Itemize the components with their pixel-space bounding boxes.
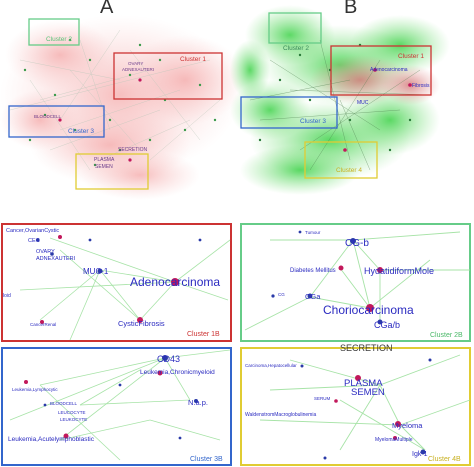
cluster-3b-node-leukemia-lymphocytic: Leukemia,Lymphocytic xyxy=(12,387,58,392)
cluster-2b-node-cg: CG xyxy=(278,292,285,297)
node-choriocarcinoma xyxy=(366,304,374,312)
cluster-3b-node-leukemia-chronicmyeloid: Leukemia,Chronicmyeloid xyxy=(140,369,215,376)
overview-a-cluster2-box xyxy=(28,18,80,46)
node-nap xyxy=(194,399,198,403)
cluster-1b-node-adenocarcinoma: Adenocarcinoma xyxy=(130,275,220,289)
overview-a-cluster1-box xyxy=(113,52,223,100)
cluster-4b-node-waldenstrom: WaldenstromMacroglobulinemia xyxy=(245,412,316,418)
cluster-4b-node-serum: SERUM xyxy=(314,396,331,401)
cluster-1b-node-muc1: MUC-1 xyxy=(83,267,109,276)
overview-b-term-fibrosis: Fibrosis xyxy=(412,83,430,89)
cluster-3b-node-leukemia-acutelymphoblastic: Leukemia,Acutelymphoblastic xyxy=(8,436,95,443)
cluster-2b-node-cgb: CG-b xyxy=(345,238,369,249)
cluster-2b-panel: Tumour CG-b Diabetes Mellitus Hydatidifo… xyxy=(240,223,471,342)
node-adenocarcinoma xyxy=(171,278,179,286)
cluster-2b-node-cga: CGa xyxy=(305,292,321,301)
overview-b-cluster3-box xyxy=(240,96,338,129)
node-cgab xyxy=(377,319,383,325)
overview-a: OVARY ADNEXAUTERI BLOODCELL SECRETION PL… xyxy=(0,15,245,200)
node-muc1 xyxy=(97,268,103,274)
overview-b-cluster3-label: Cluster 3 xyxy=(300,118,326,125)
node-plasma xyxy=(355,375,361,381)
panel-label-a: A xyxy=(100,0,114,18)
overview-a-term-semen: SEMEN xyxy=(95,164,113,170)
cluster-3b-node-leukocyte: LEUKOCYTE xyxy=(60,417,87,422)
node-cancerrenal xyxy=(40,320,44,324)
cluster-3b-label: Cluster 3B xyxy=(190,456,223,463)
cluster-2b-label: Cluster 2B xyxy=(430,332,463,339)
cluster-1b-panel: Cancer,OvarianCystic CEG OVARY ADNEXAUTE… xyxy=(1,223,232,342)
cluster-2b-node-diabetes-mellitus: Diabetes Mellitus xyxy=(290,268,336,274)
cluster-4b-label: Cluster 4B xyxy=(428,456,461,463)
cluster-1b-node-adnexauteri: ADNEXAUTERI xyxy=(36,256,76,262)
cluster-4b-node-carcinoma-hepatocellular: Carcinoma,Hepatocellular xyxy=(245,363,297,368)
cluster-3b-node-bloodcell: BLOODCELL xyxy=(50,401,78,406)
overview-b-cluster2-box xyxy=(268,12,322,44)
cluster-2b-node-tumour: Tumour xyxy=(305,230,321,235)
node-cancer-ovariancystic xyxy=(58,235,62,239)
overview-b-cluster2-label: Cluster 2 xyxy=(283,45,309,52)
overview-b-term-adenocarcinoma: Adenocarcinoma xyxy=(370,67,408,73)
cluster-3b-node-nap: N.a.p. xyxy=(188,398,208,407)
cluster-4b-node-semen: SEMEN xyxy=(351,387,385,398)
node-cd43 xyxy=(162,355,168,361)
overview-a-cluster2-label: Cluster 2 xyxy=(46,36,72,43)
overview-a-term-secretion: SECRETION xyxy=(118,147,148,153)
cluster-1b-node-cancer-ovariancystic: Cancer,OvarianCystic xyxy=(6,228,59,234)
cluster-4b-node-secretion: SECRETION xyxy=(340,343,393,353)
cluster-1b-node-cancerrenal: CancerRenal xyxy=(30,322,56,327)
node-ceg xyxy=(36,238,40,242)
overview-b-cluster1-label: Cluster 1 xyxy=(398,53,424,60)
cluster-1b-node-cysticfibrosis: CysticFibrosis xyxy=(118,319,165,328)
overview-a-cluster1-label: Cluster 1 xyxy=(180,56,206,63)
node-hydatidiformmole xyxy=(377,267,383,273)
overview-b-cluster4-label: Cluster 4 xyxy=(336,167,362,174)
cluster-4b-node-myeloma: Myeloma xyxy=(392,421,423,430)
node-leukemia-chronicmyeloid xyxy=(157,370,163,376)
node-leukemia-lymphocytic xyxy=(24,380,28,384)
node-cg xyxy=(271,294,275,298)
node-igk1 xyxy=(420,449,426,455)
overview-a-term-adnexauteri: ADNEXAUTERI xyxy=(122,67,154,72)
cluster-3b-panel: CD43 Leukemia,Chronicmyeloid N.a.p. Leuk… xyxy=(1,347,232,466)
overview-a-term-plasma: PLASMA xyxy=(94,157,115,163)
node-cysticfibrosis xyxy=(137,317,143,323)
node-cgb xyxy=(350,238,356,244)
cluster-1b-label: Cluster 1B xyxy=(187,331,220,338)
cluster-1b-node-loid: loid xyxy=(3,293,11,299)
overview-b-cluster1-box xyxy=(330,45,432,96)
overview-a-cluster3-label: Cluster 3 xyxy=(68,128,94,135)
cluster-3b-node-cd43: CD43 xyxy=(157,354,180,364)
cluster-1b-node-ceg: CEG xyxy=(28,238,40,244)
overview-b-cluster4-box xyxy=(304,141,378,179)
overview-b: Adenocarcinoma MUC Fibrosis Cluster 2 Cl… xyxy=(230,5,450,195)
cluster-4b-node-myelomamultiple: MyelomaMultiple xyxy=(375,437,413,443)
cluster-4b-panel: SECRETION Carcinoma,Hepatocellular PLASM… xyxy=(240,343,471,466)
node-myelomamultiple xyxy=(393,436,397,440)
node-serum xyxy=(334,399,338,403)
node-myeloma xyxy=(395,421,401,427)
cluster-4b-node-plasma: PLASMA xyxy=(344,378,383,389)
cluster-2b-node-choriocarcinoma: Choriocarcinoma xyxy=(323,303,414,317)
overview-a-term-ovary: OVARY xyxy=(128,61,143,66)
overview-a-term-bloodcell: BLOODCELL xyxy=(34,114,62,119)
cluster-1b-node-ovary: OVARY xyxy=(36,249,55,255)
node-ovary xyxy=(50,252,54,256)
node-cga xyxy=(307,293,313,299)
node-diabetes-mellitus xyxy=(338,265,344,271)
overview-a-cluster3-box xyxy=(8,105,105,138)
cluster-2b-node-hydatidiformmole: HydatidiformMole xyxy=(364,266,434,276)
cluster-2b-node-cgab: CGa/b xyxy=(374,320,400,330)
cluster-4b-node-igk1: Igk-1 xyxy=(412,451,428,458)
cluster-3b-node-leucocyte: LEUCOCYTE xyxy=(58,410,86,415)
overview-b-term-muc: MUC xyxy=(357,100,369,106)
node-leukemia-acutelymphoblastic xyxy=(63,433,69,439)
panel-label-b: B xyxy=(344,0,358,18)
overview-a-cluster4-box xyxy=(75,153,149,190)
